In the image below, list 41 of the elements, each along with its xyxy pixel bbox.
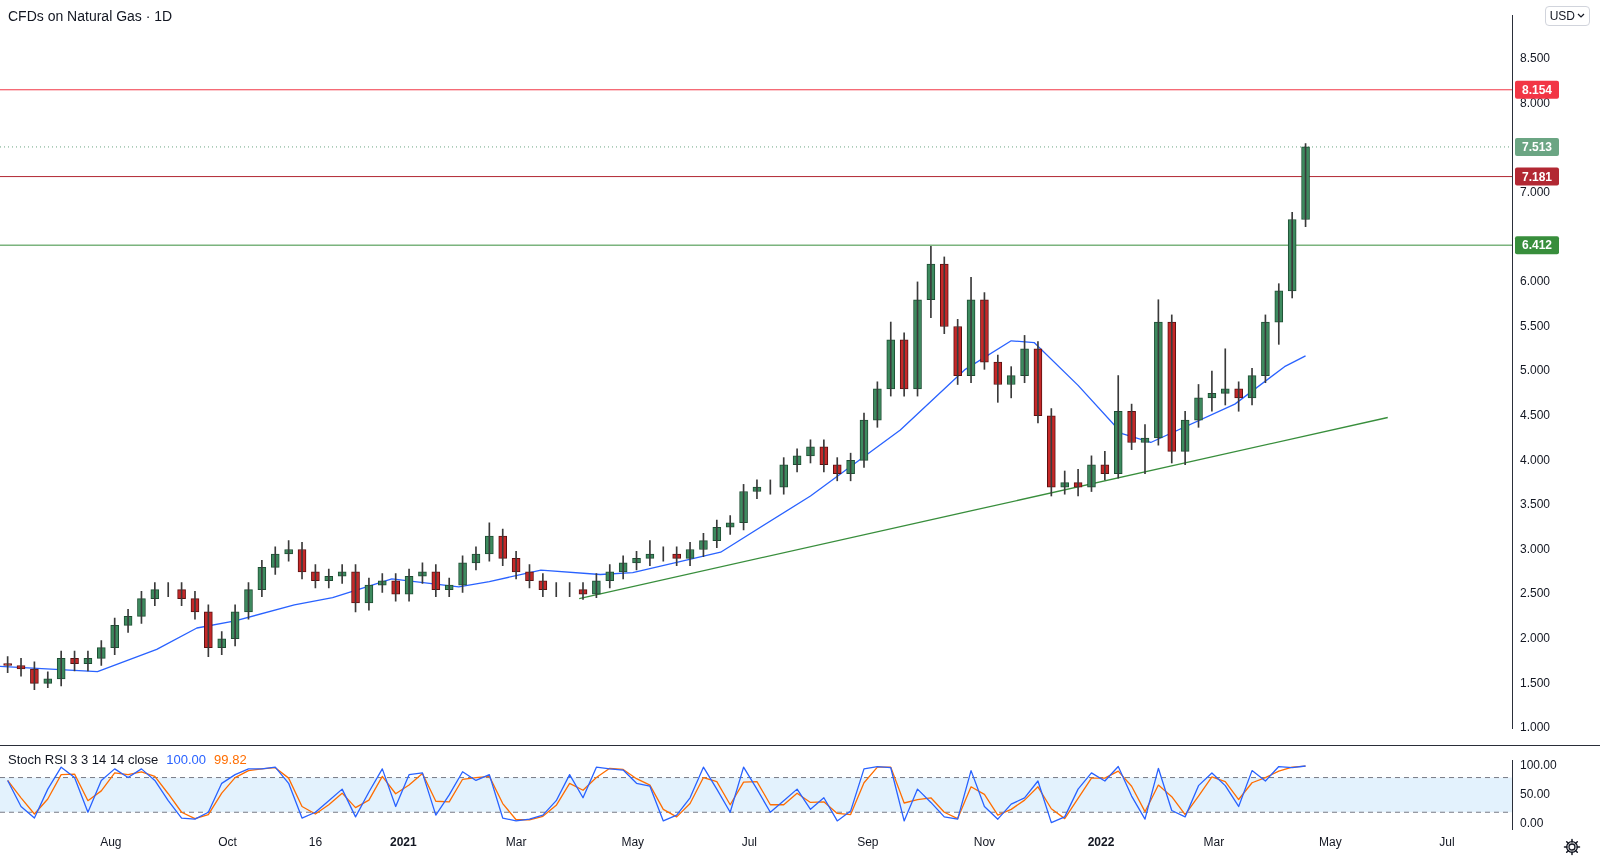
x-tick-label: Mar (1203, 835, 1225, 850)
y-tick-label: 3.000 (1520, 541, 1551, 556)
x-tick-label: Mar (505, 835, 527, 850)
y-tick-label: 8.500 (1520, 51, 1551, 66)
y-tick-label: 6.000 (1520, 274, 1551, 289)
x-tick-label: Sep (857, 835, 879, 850)
x-tick-label: May (621, 835, 645, 850)
y-tick-label: 50.00 (1520, 787, 1551, 802)
annotation: 99.82 (214, 752, 247, 767)
y-tick-label: 3.500 (1520, 497, 1551, 512)
y-tick-label: 5.500 (1520, 318, 1551, 333)
y-tick-label: 1.000 (1520, 720, 1551, 735)
ref-line-label: 7.181 (1521, 169, 1553, 184)
x-tick-label: 16 (308, 835, 323, 850)
y-tick-label: 5.000 (1520, 363, 1551, 378)
x-tick-label: May (1319, 835, 1342, 850)
x-tick-label: Jul (741, 835, 757, 850)
ref-line-label: 7.513 (1521, 140, 1553, 155)
currency-dropdown: USD (1544, 6, 1590, 26)
y-tick-label: 2.500 (1520, 586, 1551, 601)
x-tick-label: Jul (1439, 835, 1455, 850)
x-tick-label: Oct (218, 835, 238, 850)
x-tick-label: 2022 (1087, 835, 1115, 850)
y-tick-label: 8.000 (1520, 95, 1551, 110)
ref-line-label: 6.412 (1521, 238, 1553, 253)
y-tick-label: 100.00 (1520, 758, 1558, 773)
y-tick-label: 4.500 (1520, 408, 1551, 423)
y-tick-label: 0.00 (1520, 816, 1544, 831)
x-tick-label: 2021 (389, 835, 417, 850)
x-tick-label: Nov (973, 835, 996, 850)
candlestick (725, 515, 735, 535)
y-tick-label: 7.000 (1520, 185, 1551, 200)
annotation: 100.00 (166, 752, 207, 767)
candlestick (377, 573, 387, 593)
chart-title: Stoch RSI 3 3 14 14 close (8, 752, 159, 767)
chart-title: CFDs on Natural Gas · 1D (8, 8, 173, 24)
y-tick-label: 2.000 (1520, 631, 1551, 646)
y-tick-label: 1.500 (1520, 675, 1551, 690)
y-tick-label: 4.000 (1520, 452, 1551, 467)
ref-line-label: 8.154 (1521, 83, 1553, 98)
x-tick-label: Aug (100, 835, 122, 850)
